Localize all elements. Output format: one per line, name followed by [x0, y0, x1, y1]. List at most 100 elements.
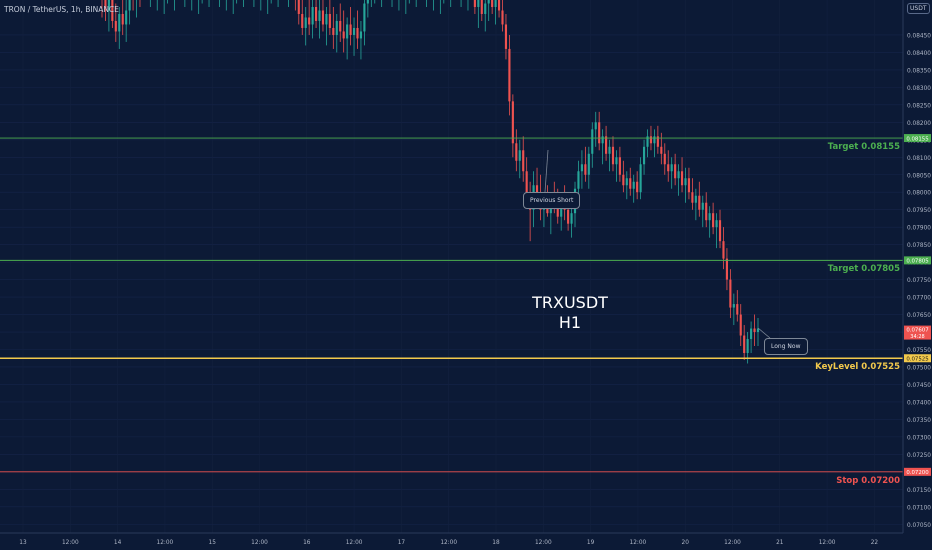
candle	[121, 0, 124, 35]
candle	[335, 13, 338, 53]
candle	[201, 0, 203, 4]
candle	[660, 132, 663, 165]
price-tick-label: 0.07550	[907, 348, 931, 354]
time-tick-label: 12:00	[157, 540, 174, 546]
candle	[487, 0, 490, 21]
price-tick-label: 0.08400	[907, 51, 931, 57]
candle	[522, 136, 525, 182]
long-now-callout: Long Now	[764, 338, 808, 355]
price-tick-label: 0.08000	[907, 191, 931, 197]
candle	[243, 0, 244, 7]
keylevel-price-tag-text: 0.07525	[906, 356, 928, 362]
price-tick-label: 0.07100	[907, 505, 931, 511]
time-tick-label: 19	[587, 540, 595, 546]
time-tick-label: 16	[303, 540, 311, 546]
candle	[125, 0, 128, 42]
time-tick-label: 12:00	[440, 540, 457, 546]
candle	[756, 318, 760, 347]
candle	[318, 0, 321, 39]
long-now-pointer	[757, 327, 771, 339]
candle	[601, 129, 604, 165]
target-level-label: Target 0.08155	[827, 142, 900, 153]
candle	[114, 3, 117, 42]
candle	[321, 0, 325, 32]
candle	[381, 0, 383, 7]
candle	[639, 157, 642, 200]
candle	[670, 157, 673, 189]
price-tick-label: 0.08200	[907, 121, 931, 127]
candle	[374, 0, 376, 4]
candle	[132, 0, 134, 11]
price-tick-label: 0.07150	[907, 488, 931, 494]
price-tick-label: 0.08250	[907, 103, 931, 109]
candle	[225, 0, 227, 11]
candle	[725, 248, 728, 291]
candle	[722, 227, 725, 270]
candle	[615, 150, 618, 182]
stop-level-label: Stop 0.07200	[836, 475, 900, 486]
time-axis[interactable]: 13 12:00 14 12:00 15 12:00 16 12:00 17 12:00 18 12:…	[0, 532, 903, 546]
candle	[580, 150, 583, 189]
candle	[473, 0, 476, 14]
current-price-tag	[904, 325, 931, 340]
candle	[356, 10, 359, 49]
candle	[629, 167, 632, 196]
candle	[253, 0, 255, 7]
candle	[339, 3, 342, 42]
candle	[426, 0, 427, 7]
candle	[297, 0, 300, 25]
candle	[504, 13, 508, 60]
candle	[663, 143, 666, 175]
time-tick-label: 22	[871, 540, 879, 546]
price-tick-label: 0.08300	[907, 86, 931, 92]
candle	[674, 153, 677, 186]
candle	[677, 164, 680, 196]
candle	[687, 167, 691, 200]
candle	[136, 0, 137, 18]
price-tick-label: 0.07050	[907, 523, 931, 529]
candle-countdown: 34:28	[910, 334, 924, 340]
candle	[712, 202, 715, 235]
time-tick-label: 12:00	[251, 540, 268, 546]
candle	[342, 10, 345, 53]
candle	[450, 0, 452, 7]
price-tick-label: 0.07700	[907, 296, 931, 302]
stop-price-tag-text: 0.07200	[906, 470, 929, 476]
time-tick-label: 12:00	[724, 540, 741, 546]
candle	[101, 0, 103, 18]
candle	[363, 0, 366, 46]
candle	[314, 0, 318, 28]
candle	[608, 139, 611, 172]
previous-short-callout: Previous Short	[523, 192, 581, 209]
candle	[494, 0, 497, 25]
candle	[729, 269, 732, 319]
currency-selector[interactable]: USDT	[907, 3, 930, 14]
time-tick-label: 12:00	[62, 540, 79, 546]
price-axis[interactable]: 0.08450 0.08400 0.08350 0.08300 0.08250 0.082…	[902, 0, 932, 550]
candle	[480, 0, 483, 21]
target-level-label: Target 0.07805	[827, 264, 900, 275]
target-price-tag	[904, 134, 931, 143]
candle	[460, 0, 462, 7]
candle	[198, 0, 200, 14]
price-tick-label: 0.08350	[907, 68, 931, 74]
candle	[743, 325, 746, 360]
candle	[484, 0, 487, 32]
time-tick-label: 17	[398, 540, 406, 546]
candle	[328, 0, 331, 35]
candle	[515, 129, 518, 172]
candle	[691, 178, 694, 210]
candle	[701, 195, 704, 228]
candle	[694, 188, 697, 221]
keylevel-level-label: KeyLevel 0.07525	[815, 362, 900, 373]
candle	[208, 0, 210, 7]
candle	[111, 0, 114, 28]
previous-short-pointer	[544, 149, 549, 193]
candle	[352, 17, 356, 56]
candle	[708, 206, 711, 238]
candle	[104, 0, 107, 21]
price-tick-label: 0.07500	[907, 365, 931, 371]
time-tick-label: 21	[776, 540, 784, 546]
candle	[311, 0, 314, 39]
